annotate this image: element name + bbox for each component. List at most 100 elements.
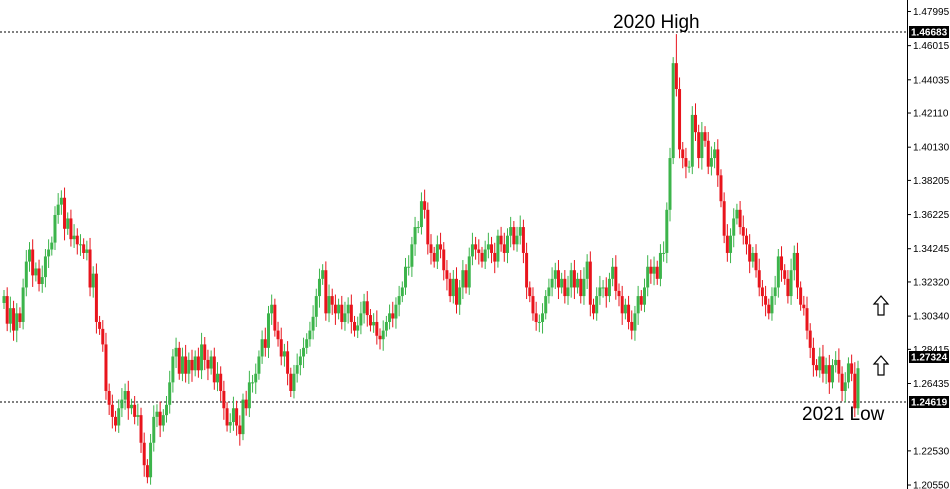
candle-body-down (324, 270, 328, 314)
candle-body-down (289, 373, 293, 391)
candle-body-up (611, 266, 615, 279)
candle-body-up (155, 411, 159, 417)
candle-body-down (391, 313, 395, 319)
candle-body-down (340, 304, 344, 322)
candle-body-down (107, 390, 111, 405)
candle-body-up (59, 197, 63, 205)
candle-body-up (317, 278, 321, 297)
candle-body-up (458, 287, 462, 305)
candle-body-up (302, 347, 306, 357)
candle-body-up (646, 266, 650, 288)
candle-body-up (66, 218, 70, 229)
candle-body-up (585, 261, 589, 279)
candle-body-up (34, 268, 38, 276)
candle-body-up (601, 287, 605, 289)
candle-body-up (831, 365, 835, 383)
candle-body-down (592, 304, 596, 314)
candle-body-down (757, 270, 761, 288)
candle-body-up (254, 373, 258, 383)
candle-body-up (314, 296, 318, 317)
candle-body-down (333, 304, 337, 314)
candle-body-down (748, 244, 752, 262)
candle-body-up (843, 382, 847, 391)
candle-body-up (505, 235, 509, 253)
candle-body-down (815, 365, 819, 371)
candle-body-up (518, 227, 522, 236)
candle-body-up (419, 201, 423, 228)
candle-body-up (200, 344, 204, 371)
candle-body-up (410, 244, 414, 267)
candle-body-up (394, 304, 398, 319)
annotation-2020-high: 2020 High (613, 12, 700, 33)
candle-body-up (404, 266, 408, 288)
candle-body-down (795, 252, 799, 288)
candle-body-down (754, 252, 758, 271)
y-axis-ticks: 1.47995 1.46015 1.44035 1.42110 1.40130 1.382… (907, 7, 950, 489)
candle-body-up (633, 313, 637, 331)
price-badge-high-label: 1.46683 (911, 28, 948, 39)
candle-body-up (662, 252, 666, 254)
candle-body-down (37, 268, 41, 285)
y-tick-label: 1.38205 (913, 176, 950, 187)
up-arrow-icon (872, 355, 890, 376)
candle-body-down (439, 244, 443, 250)
candle-body-down (426, 209, 430, 245)
candle-body-down (499, 235, 503, 245)
candle-body-down (799, 287, 803, 305)
candle-body-down (349, 304, 353, 322)
candle-body-down (432, 252, 436, 262)
candle-body-down (534, 313, 538, 322)
candle-body-down (697, 132, 701, 159)
candle-body-down (158, 411, 162, 426)
candle-body-down (225, 408, 229, 426)
candle-body-up (388, 313, 392, 322)
candle-body-up (569, 270, 573, 288)
y-tick-label: 1.40130 (913, 143, 950, 154)
y-tick-label: 1.47995 (913, 7, 950, 18)
candle-body-up (834, 359, 838, 366)
candle-body-up (117, 408, 121, 426)
candle-body-down (684, 158, 688, 167)
candle-body-up (129, 404, 133, 409)
candle-body-down (850, 363, 854, 374)
y-tick-label: 1.30340 (913, 312, 950, 323)
candle-body-down (276, 330, 280, 340)
candle-body-down (827, 365, 831, 383)
candle-body-down (98, 321, 102, 329)
candle-body-down (448, 278, 452, 297)
candle-body-down (528, 287, 532, 297)
candle-body-up (91, 273, 95, 288)
candle-body-up (165, 404, 169, 416)
y-tick-label: 1.32320 (913, 277, 950, 288)
candle-body-down (674, 63, 678, 90)
candle-body-down (18, 313, 22, 322)
candle-body-down (525, 252, 529, 288)
candle-body-up (50, 242, 54, 250)
candle-body-down (5, 296, 9, 324)
candle-body-down (490, 244, 494, 253)
candle-body-down (722, 201, 726, 236)
candle-body-down (222, 390, 226, 409)
candle-body-up (21, 287, 25, 322)
candle-body-down (579, 278, 583, 297)
candle-body-down (840, 373, 844, 391)
y-tick-label: 1.36225 (913, 210, 950, 221)
candle-body-up (544, 296, 548, 314)
candle-body-up (292, 373, 296, 391)
candle-body-down (69, 218, 73, 240)
candle-body-up (120, 399, 124, 409)
candle-body-up (735, 209, 739, 219)
candle-body-down (693, 114, 697, 133)
candle-body-down (837, 359, 841, 374)
candle-body-up (311, 316, 315, 331)
candle-body-down (445, 270, 449, 279)
candle-body-down (681, 149, 685, 159)
candle-body-down (126, 390, 130, 409)
candle-body-down (639, 296, 643, 305)
candle-body-down (365, 301, 369, 316)
candle-body-up (216, 373, 219, 383)
candle-body-down (12, 308, 16, 331)
candle-body-down (82, 244, 86, 253)
price-badge-current-label: 1.27324 (911, 353, 948, 364)
candle-body-up (308, 330, 312, 340)
